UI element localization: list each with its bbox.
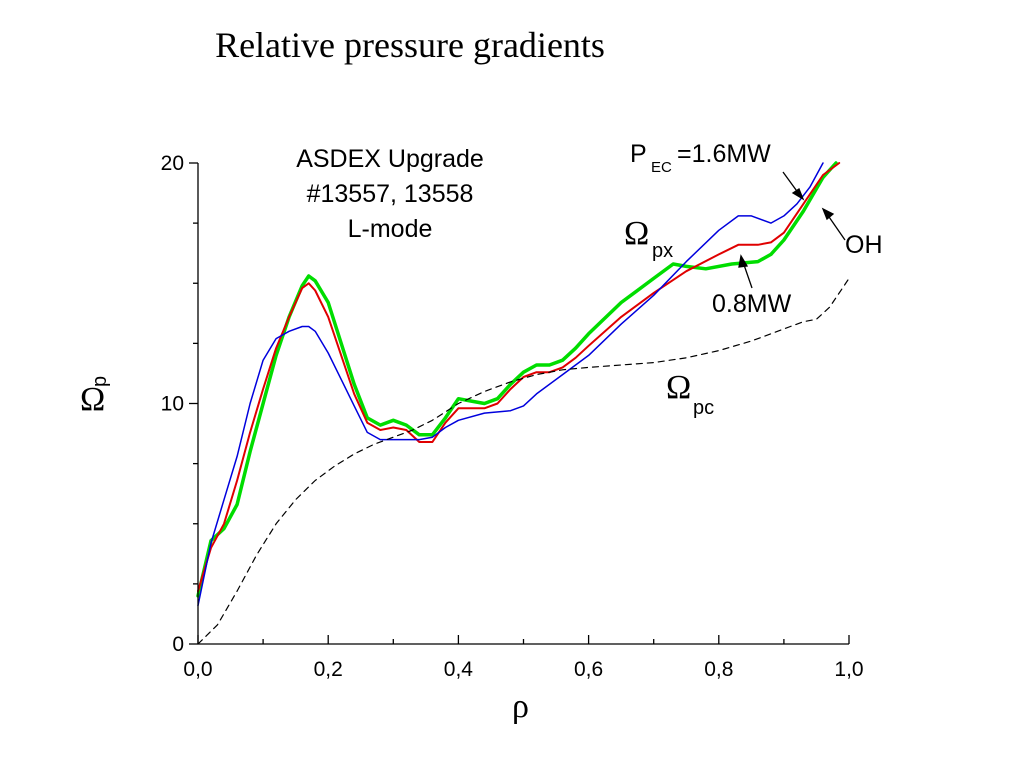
annotation-08mw: 0.8MW <box>712 290 792 318</box>
series-line-3 <box>197 277 850 645</box>
x-tick-label: 0,0 <box>183 658 212 681</box>
annotation-lmode: L-mode <box>348 215 433 243</box>
arrow-oh <box>826 213 846 241</box>
annotation-pec-sub: EC <box>651 159 672 176</box>
annotation-asdex: ASDEX Upgrade <box>296 145 484 173</box>
curves-layer <box>196 161 850 645</box>
annotation-oh: OH <box>845 231 883 259</box>
series-line-0 <box>196 161 838 598</box>
annotation-omega-pc-sub: pc <box>693 397 714 419</box>
y-tick-label: 0 <box>172 633 184 656</box>
annotation-shots: #13557, 13558 <box>307 180 474 208</box>
x-axis-label: ρ <box>512 688 529 725</box>
series-line-1 <box>197 162 841 593</box>
y-tick-label: 20 <box>161 152 184 175</box>
annotation-omega-px-sub: px <box>652 240 673 262</box>
x-tick-label: 0,2 <box>314 658 343 681</box>
annotation-pec-main: P <box>630 140 647 168</box>
x-tick-label: 0,6 <box>574 658 603 681</box>
y-axis-label: Ω <box>80 381 105 418</box>
annotation-omega-pc: Ω <box>666 369 691 406</box>
arrowhead-08mw <box>738 254 749 268</box>
tick-labels-layer: 0,0 0,2 0,4 0,6 0,8 1,0 0 10 20 <box>161 152 864 681</box>
x-tick-label: 0,8 <box>704 658 733 681</box>
slide-title: Relative pressure gradients <box>215 25 605 65</box>
series-line-2 <box>197 162 824 607</box>
annotation-omega-px: Ω <box>624 215 649 252</box>
arrowhead-pec <box>791 188 805 201</box>
y-tick-label: 10 <box>161 393 184 416</box>
axes-layer <box>189 162 850 645</box>
x-tick-label: 1,0 <box>834 658 863 681</box>
y-axis-label-sub: p <box>89 376 111 387</box>
annotation-pec-value: =1.6MW <box>677 140 771 168</box>
arrowhead-oh <box>821 207 835 221</box>
x-tick-label: 0,4 <box>444 658 474 681</box>
